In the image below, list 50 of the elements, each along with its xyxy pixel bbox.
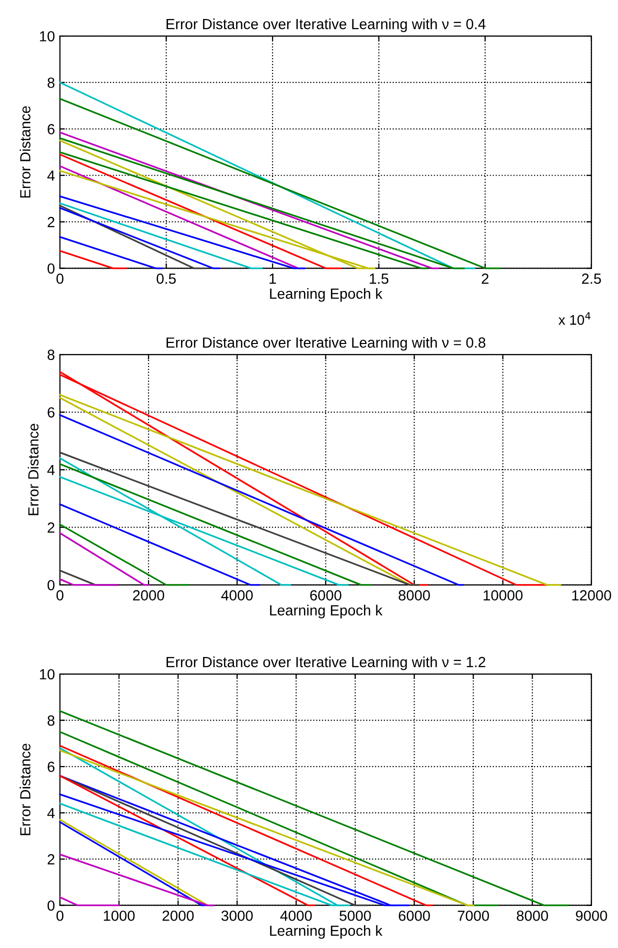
x-tick-label: 1 (270, 274, 276, 284)
y-tick-label: 8 (48, 350, 54, 360)
x-tick-label: 5000 (340, 910, 371, 921)
y-tick-label: 4 (47, 170, 55, 181)
x-tick-label: 2000 (133, 590, 164, 600)
y-tick-label: 8 (48, 78, 54, 88)
y-tick-label: 4 (47, 464, 55, 476)
y-tick-label: 2 (48, 216, 54, 228)
x-tick-label: 2.5 (582, 274, 601, 284)
y-tick-label: 8 (48, 715, 54, 726)
y-tick-label: 2 (48, 522, 54, 533)
y-tick-label: 6 (48, 407, 54, 418)
y-tick-label: 0 (48, 580, 55, 590)
y-tick-label: 2 (48, 854, 54, 864)
x-axis-title: Learning Epoch k (270, 288, 382, 302)
x-tick-label: 8000 (516, 910, 548, 921)
y-axis-title: Error Distance (20, 106, 30, 198)
y-tick-label: 6 (48, 124, 54, 134)
x-tick-label: 9000 (576, 910, 608, 921)
chart-title: Error Distance over Iterative Learning with ν = 0.4 (166, 18, 486, 32)
y-tick-label: 10 (40, 31, 55, 42)
x-tick-label: 7000 (458, 910, 489, 921)
x-tick-label: 4000 (221, 590, 253, 600)
chart-title: Error Distance over Iterative Learning with ν = 1.2 (166, 656, 486, 670)
x-tick-label: 6000 (310, 590, 342, 600)
y-tick-label: 6 (48, 762, 54, 772)
x-tick-label: 6000 (398, 910, 430, 921)
x-tick-label: 1.5 (370, 274, 388, 284)
y-axis-title: Error Distance (20, 744, 30, 836)
x-tick-label: 0 (56, 274, 64, 284)
x-axis-title: Learning Epoch k (270, 925, 382, 939)
y-tick-label: 10 (40, 669, 55, 680)
chart-title: Error Distance over Iterative Learning with ν = 0.8 (166, 337, 486, 351)
x-axis-title: Learning Epoch k (270, 604, 382, 618)
x-tick-label: 10000 (484, 590, 523, 600)
x-tick-label: 4000 (280, 910, 312, 921)
x-tick-label: 12000 (572, 590, 612, 600)
x-tick-label: 0.5 (156, 274, 176, 284)
y-tick-label: 4 (47, 808, 55, 818)
text: x 10$^{4}$ (558, 312, 590, 325)
x-tick-label: 1000 (104, 910, 135, 921)
x-tick-label: 3000 (221, 910, 253, 921)
y-axis-title: Error Distance (28, 424, 39, 516)
x-tick-label: 2 (482, 274, 488, 284)
x-tick-label: 8000 (398, 590, 430, 600)
y-tick-label: 0 (48, 263, 55, 274)
y-tick-label: 0 (48, 900, 55, 911)
x-tick-label: 0 (56, 910, 64, 921)
x-tick-label: 0 (56, 590, 64, 600)
x-tick-label: 2000 (162, 910, 194, 921)
